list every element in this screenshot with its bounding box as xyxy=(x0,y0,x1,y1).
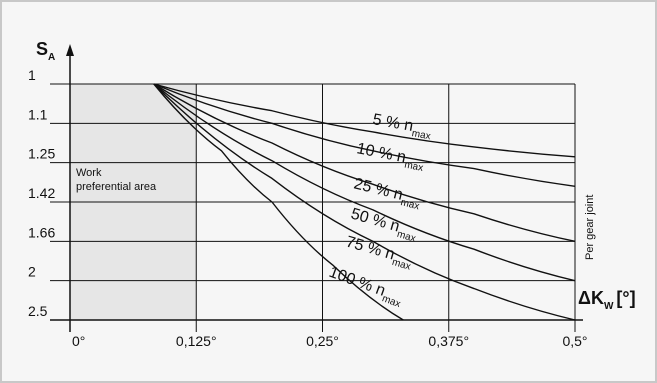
curve-label-100-percent: 100 % nmax xyxy=(325,264,405,310)
x-tick-label: 0,25° xyxy=(306,333,339,349)
curve-label-subscript: max xyxy=(396,229,417,245)
curve-label-25-percent: 25 % nmax xyxy=(351,175,423,212)
curve-5-percent xyxy=(153,83,576,158)
curve-label-symbol: n xyxy=(392,185,405,204)
curve-label-text: 100 % nmax xyxy=(325,264,405,310)
curve-label-subscript: max xyxy=(391,257,412,273)
per-gear-joint-note: Per gear joint xyxy=(584,195,596,260)
y-tick-label: 1 xyxy=(28,67,36,83)
curve-label-symbol: n xyxy=(403,117,415,135)
curve-label-value: 75 % xyxy=(344,234,388,262)
preferential-area-label-line1: Work xyxy=(76,167,102,179)
curve-75-percent xyxy=(153,83,576,321)
curve-100-percent xyxy=(153,83,404,321)
curve-label-subscript: max xyxy=(399,197,420,212)
x-tick-label: 0,375° xyxy=(428,333,469,349)
preferential-area-label-line2: preferential area xyxy=(76,181,157,193)
curve-label-text: 50 % nmax xyxy=(348,206,420,245)
y-tick-label: 1.25 xyxy=(28,146,55,162)
curve-label-subscript: max xyxy=(403,160,424,174)
y-tick-label: 2.5 xyxy=(28,303,48,319)
curve-label-5-percent: 5 % nmax xyxy=(371,111,434,142)
curve-label-subscript: max xyxy=(411,128,432,142)
y-tick-label: 1.66 xyxy=(28,224,55,240)
y-axis-label: SA xyxy=(36,39,55,63)
curve-label-value: 50 % xyxy=(349,206,393,234)
x-axis-label-sub: W xyxy=(604,301,614,312)
curve-label-value: 100 % xyxy=(327,264,380,297)
curve-10-percent xyxy=(153,83,576,187)
curve-50-percent xyxy=(153,83,576,282)
curve-label-text: 5 % nmax xyxy=(371,111,434,142)
x-axis-label: ΔKW [°] xyxy=(578,288,636,312)
curve-label-value: 5 % xyxy=(371,111,405,133)
curves xyxy=(153,83,576,321)
y-tick-label: 2 xyxy=(28,264,36,280)
x-tick-label: 0,125° xyxy=(176,333,217,349)
y-axis-arrow xyxy=(66,44,74,56)
curve-label-10-percent: 10 % nmax xyxy=(354,140,425,174)
x-axis-label-unit: [°] xyxy=(616,288,635,308)
y-axis-label-sub: A xyxy=(48,52,55,63)
curve-label-value: 10 % xyxy=(355,140,398,164)
curve-25-percent xyxy=(153,83,576,243)
x-tick-label: 0,5° xyxy=(562,333,587,349)
x-axis-label-main: ΔK xyxy=(578,288,604,308)
curve-label-text: 25 % nmax xyxy=(351,175,423,212)
curve-label-50-percent: 50 % nmax xyxy=(348,206,420,245)
curve-label-text: 10 % nmax xyxy=(354,140,425,174)
curve-label-symbol: n xyxy=(395,148,407,166)
curve-label-value: 25 % xyxy=(352,175,396,201)
axes xyxy=(50,44,583,332)
y-tick-label: 1.42 xyxy=(28,185,55,201)
y-tick-label: 1.1 xyxy=(28,106,48,122)
y-axis-label-main: S xyxy=(36,39,48,59)
x-tick-label: 0° xyxy=(72,333,85,349)
